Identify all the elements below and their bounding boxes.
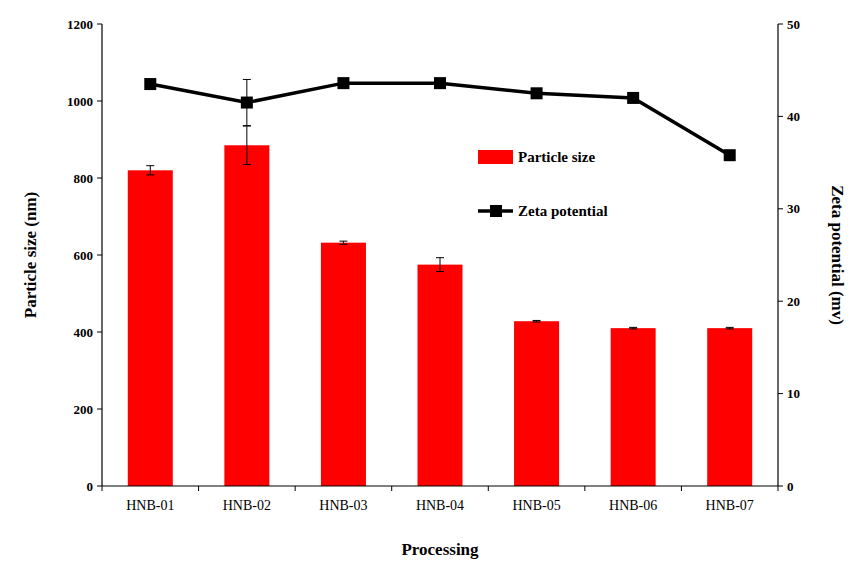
x-tick-label: HNB-05 <box>512 498 560 513</box>
error-line <box>246 126 247 164</box>
x-axis-title: Processing <box>401 540 479 559</box>
error-cap <box>339 241 347 242</box>
y2-tick <box>778 208 783 209</box>
marker <box>337 77 349 89</box>
y-tick <box>97 101 102 102</box>
error-cap <box>243 164 251 165</box>
y2-tick <box>778 301 783 302</box>
marker <box>627 92 639 104</box>
y-tick <box>97 409 102 410</box>
x-tick <box>681 486 682 491</box>
error-cap <box>726 328 734 329</box>
y-tick-label: 1000 <box>67 94 93 109</box>
y2-tick-label: 10 <box>787 386 800 401</box>
error-cap <box>243 79 251 80</box>
y2-tick <box>778 116 783 117</box>
y-axis-title: Particle size (nm) <box>21 192 40 319</box>
x-tick-label: HNB-02 <box>223 498 271 513</box>
x-tick <box>584 486 585 491</box>
y-tick <box>97 332 102 333</box>
y-tick <box>97 178 102 179</box>
error-bar <box>629 327 637 329</box>
marker <box>144 78 156 90</box>
y-tick-label: 800 <box>74 171 94 186</box>
x-tick-label: HNB-07 <box>706 498 754 513</box>
marker <box>241 97 253 109</box>
x-tick-label: HNB-03 <box>319 498 367 513</box>
x-tick-label: HNB-01 <box>126 498 174 513</box>
error-cap <box>339 244 347 245</box>
y-tick-label: 1200 <box>67 17 93 32</box>
error-bar <box>339 241 347 244</box>
y2-tick <box>778 24 783 25</box>
line <box>150 83 729 155</box>
error-cap <box>436 257 444 258</box>
x-tick <box>391 486 392 491</box>
x-tick-label: HNB-04 <box>416 498 464 513</box>
plot-area <box>128 77 752 486</box>
legend-marker <box>490 205 502 217</box>
legend-label: Zeta potential <box>518 203 608 219</box>
error-cap <box>146 165 154 166</box>
error-cap <box>533 320 541 321</box>
legend-swatch <box>478 150 513 164</box>
x-tick <box>488 486 489 491</box>
y-tick-label: 400 <box>74 325 94 340</box>
error-cap <box>629 328 637 329</box>
y2-tick <box>778 393 783 394</box>
error-cap <box>243 126 251 127</box>
x-tick <box>198 486 199 491</box>
bar <box>418 265 463 486</box>
y2-tick-label: 30 <box>787 201 800 216</box>
error-bar <box>146 166 154 175</box>
error-cap <box>436 271 444 272</box>
y2-tick-label: 0 <box>787 479 794 494</box>
error-bar <box>726 327 734 329</box>
error-cap <box>533 321 541 322</box>
marker <box>434 77 446 89</box>
y-tick <box>97 255 102 256</box>
y-tick-label: 0 <box>87 479 94 494</box>
error-cap <box>629 327 637 328</box>
error-cap <box>146 174 154 175</box>
bar <box>611 328 656 486</box>
error-bar <box>533 320 541 322</box>
marker <box>531 87 543 99</box>
bar <box>514 321 559 486</box>
error-bar <box>243 126 251 164</box>
legend-label: Particle size <box>518 149 595 165</box>
bar <box>224 145 269 486</box>
y2-tick-label: 20 <box>787 294 800 309</box>
error-line <box>150 166 151 175</box>
x-tick <box>295 486 296 491</box>
error-bar <box>436 258 444 272</box>
bar <box>321 243 366 486</box>
bar <box>707 328 752 486</box>
chart: 0 200 400 600 800 1000 1200 0 10 20 30 40 50 HNB-01 HN… <box>0 0 865 570</box>
error-cap <box>726 327 734 328</box>
bar <box>128 170 173 486</box>
y2-axis-title: Zeta potential (mv) <box>828 185 847 325</box>
error-line <box>440 258 441 272</box>
y-tick-label: 200 <box>74 402 94 417</box>
marker <box>724 149 736 161</box>
y2-tick-label: 40 <box>787 109 800 124</box>
y-tick <box>97 486 102 487</box>
error-cap <box>243 125 251 126</box>
y2-tick-label: 50 <box>787 17 800 32</box>
x-tick-label: HNB-06 <box>609 498 657 513</box>
y2-tick <box>778 486 783 487</box>
x-tick <box>778 486 779 491</box>
y-tick-label: 600 <box>74 248 94 263</box>
x-tick <box>102 486 103 491</box>
y-tick <box>97 24 102 25</box>
y2-axis-line <box>777 24 778 486</box>
x-axis-line <box>102 485 778 486</box>
